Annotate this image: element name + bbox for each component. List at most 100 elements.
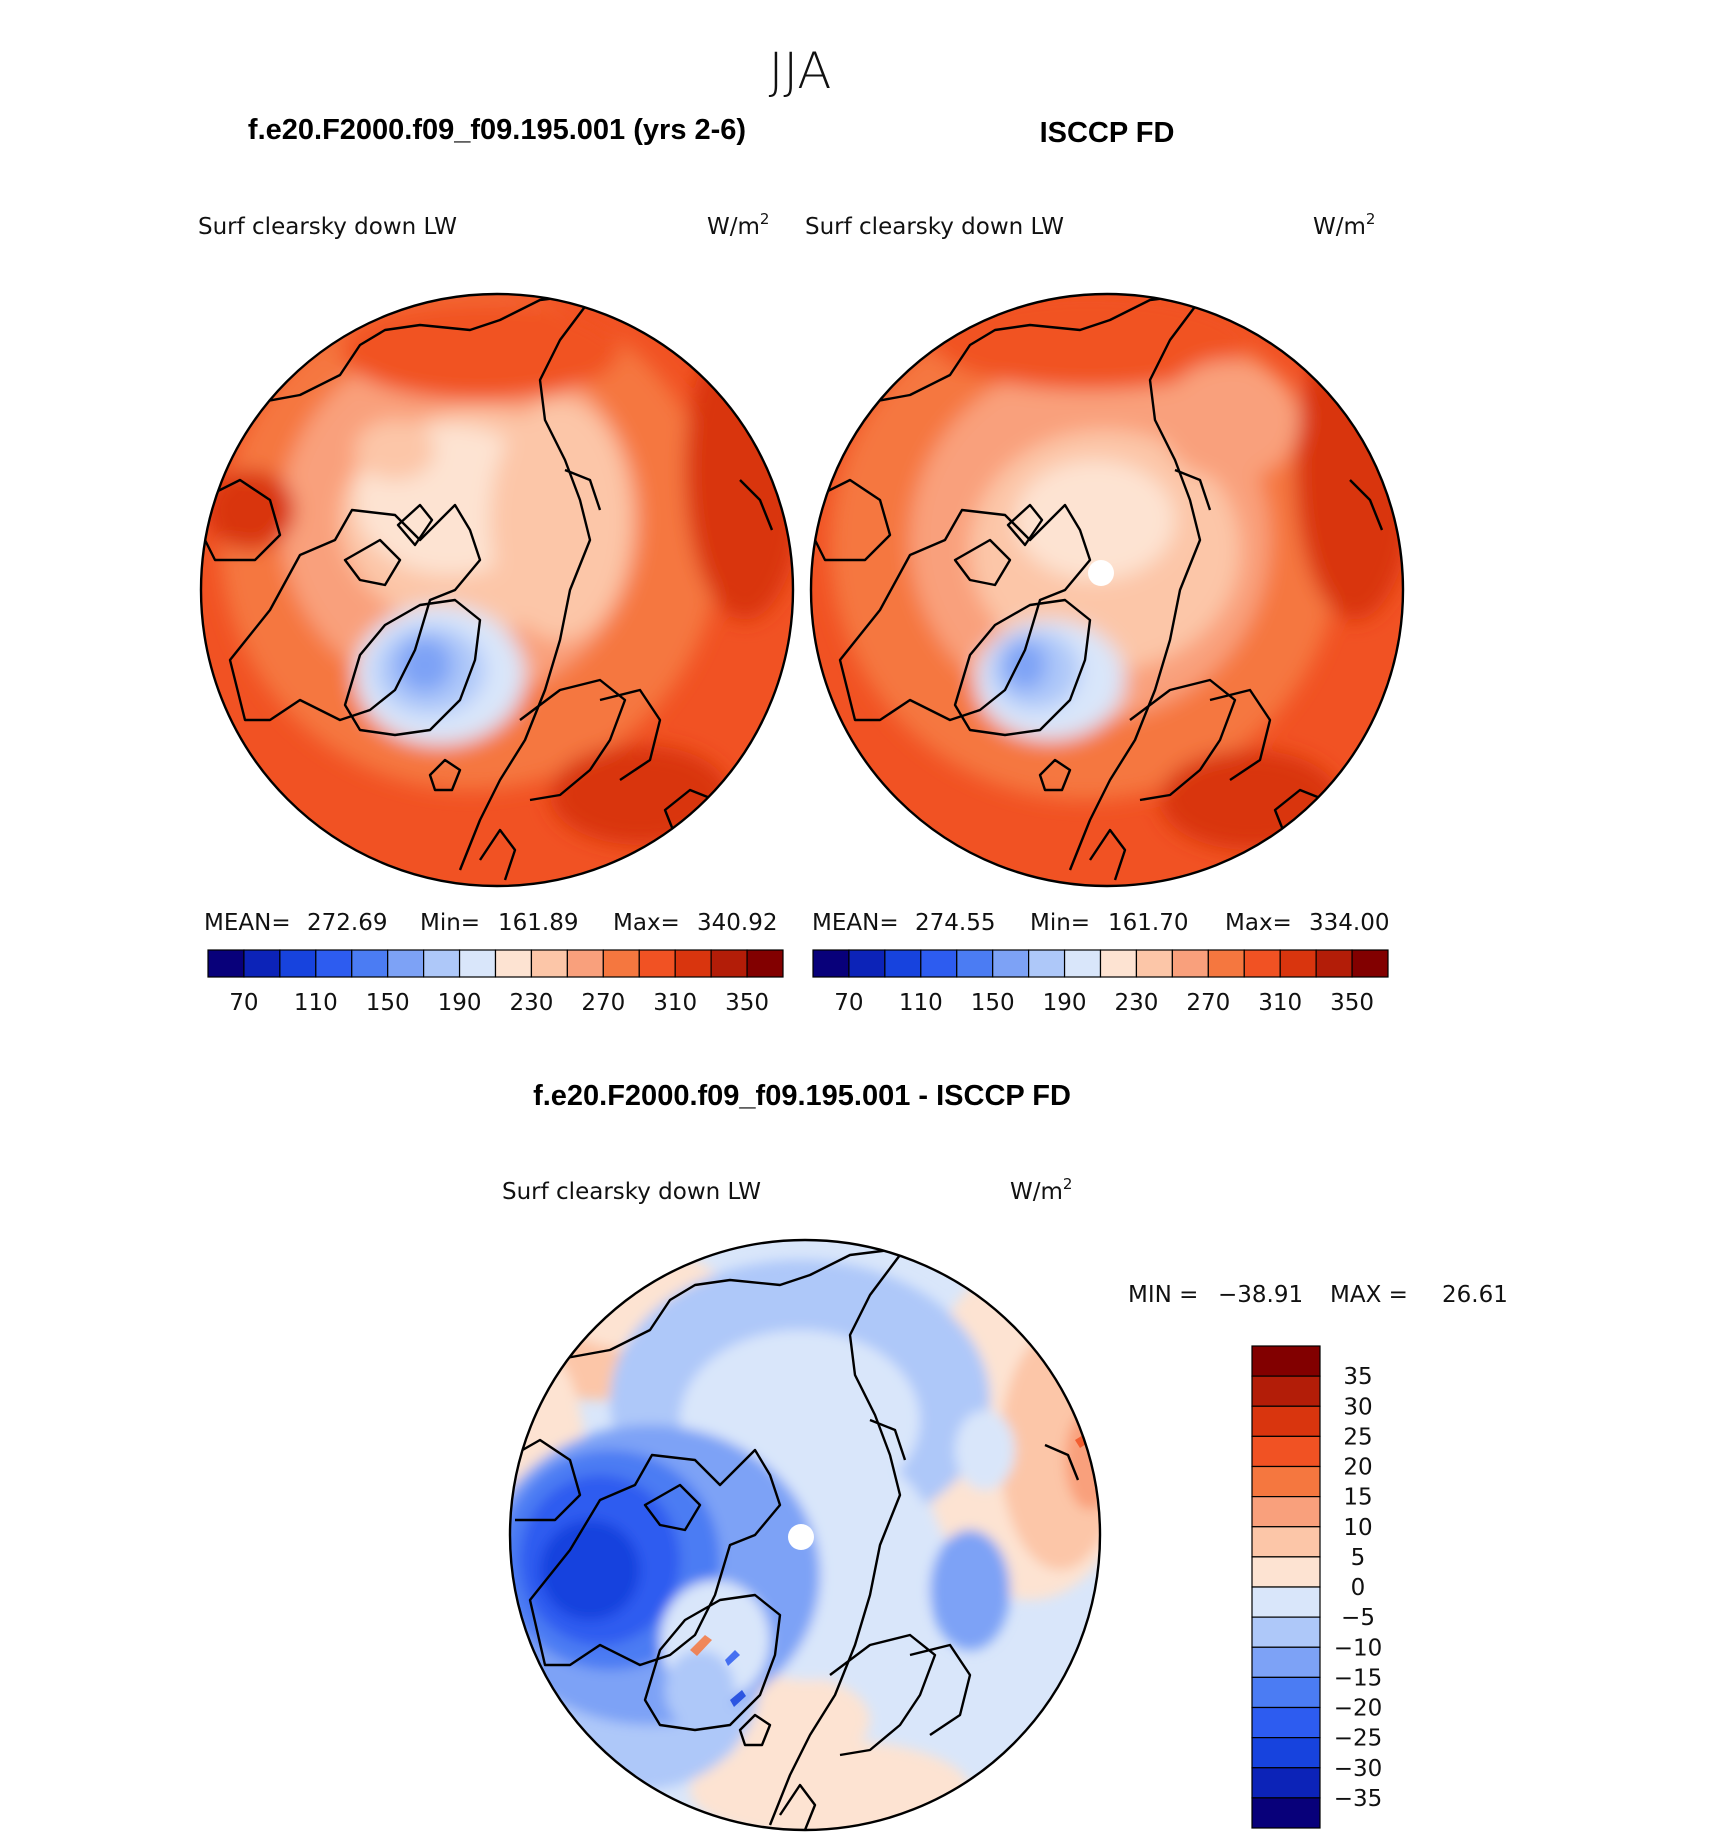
colorbar-swatch [1251, 1556, 1321, 1588]
colorbar-swatch [1251, 1616, 1321, 1648]
diff-variable-label: Surf clearsky down LW [502, 1179, 761, 1205]
colorbar-tick-label: 230 [509, 990, 553, 1016]
obs-min-value: 161.70 [1108, 910, 1188, 936]
colorbar-swatch [746, 949, 784, 978]
colorbar-tick-label: −35 [1334, 1786, 1383, 1812]
colorbar-swatch [566, 949, 604, 978]
colorbar-tick-label: 190 [1043, 990, 1087, 1016]
colorbar-swatch [1251, 1586, 1321, 1618]
colorbar-swatch [920, 949, 958, 978]
colorbar-swatch [207, 949, 245, 978]
colorbar-swatch [1251, 1435, 1321, 1468]
model-mean-value: 272.69 [307, 910, 387, 936]
colorbar-swatch [315, 949, 353, 978]
colorbar-swatch [1135, 949, 1173, 978]
colorbar-swatch [1251, 1646, 1321, 1678]
colorbar-tick-label: 190 [438, 990, 482, 1016]
colorbar-tick-label: 310 [1258, 990, 1302, 1016]
colorbar-tick-label: 0 [1351, 1575, 1366, 1601]
model-min-label: Min= [420, 910, 480, 936]
colorbar-tick-label: 10 [1343, 1515, 1372, 1541]
diff-panel-title: f.e20.F2000.f09_f09.195.001 - ISCCP FD [533, 1080, 1071, 1112]
obs-polar-map [809, 292, 1405, 888]
diff-colorbar: 35 30 25 20 15 10 5 0 −5 −10 −15 −20 −25 −30 −35 [1251, 1345, 1383, 1829]
colorbar-swatch [387, 949, 425, 978]
colorbar-swatch [1028, 949, 1066, 978]
colorbar-tick-label: 350 [1330, 990, 1374, 1016]
colorbar-swatch [1251, 1797, 1321, 1829]
colorbar-swatch [530, 949, 568, 978]
obs-mean-value: 274.55 [915, 910, 995, 936]
obs-min-label: Min= [1030, 910, 1090, 936]
diff-min-value: −38.91 [1218, 1282, 1303, 1308]
colorbar-tick-label: −25 [1334, 1726, 1383, 1752]
colorbar-tick-label: 70 [834, 990, 863, 1016]
colorbar-swatch [1251, 1405, 1321, 1437]
colorbar-swatch [1251, 1465, 1321, 1498]
obs-units-label: W/m2 [1313, 210, 1375, 240]
colorbar-tick-label: 150 [366, 990, 410, 1016]
colorbar-swatch [351, 949, 389, 978]
colorbar-swatch [1099, 949, 1138, 978]
colorbar-swatch [279, 949, 317, 978]
colorbar-tick-label: 230 [1114, 990, 1158, 1016]
colorbar-tick-label: 270 [1186, 990, 1230, 1016]
model-units-label: W/m2 [707, 210, 769, 240]
colorbar-tick-label: 35 [1343, 1364, 1372, 1390]
obs-panel-title: ISCCP FD [1040, 117, 1175, 149]
colorbar-tick-label: 270 [581, 990, 625, 1016]
colorbar-tick-label: 70 [229, 990, 258, 1016]
colorbar-swatch [1251, 1706, 1321, 1739]
colorbar-swatch [812, 949, 850, 978]
colorbar-tick-label: −10 [1334, 1635, 1383, 1661]
colorbar-tick-label: 150 [971, 990, 1015, 1016]
colorbar-swatch [848, 949, 886, 978]
colorbar-swatch [494, 949, 533, 978]
colorbar-tick-label: 25 [1343, 1424, 1372, 1450]
colorbar-swatch [458, 949, 497, 978]
colorbar-swatch [956, 949, 994, 978]
colorbar-swatch [1063, 949, 1102, 978]
obs-max-label: Max= [1225, 910, 1292, 936]
colorbar-swatch [243, 949, 281, 978]
colorbar-swatch [710, 949, 748, 978]
colorbar-tick-label: 15 [1343, 1485, 1372, 1511]
colorbar-tick-label: 350 [725, 990, 769, 1016]
diff-min-label: MIN = [1128, 1282, 1198, 1308]
diff-max-value: 26.61 [1442, 1282, 1508, 1308]
colorbar-tick-label: 5 [1351, 1545, 1366, 1571]
obs-stats: MEAN= 274.55 Min= 161.70 Max= 334.00 [812, 910, 1389, 936]
model-mean-label: MEAN= [204, 910, 291, 936]
model-min-value: 161.89 [498, 910, 578, 936]
colorbar-swatch [884, 949, 922, 978]
colorbar-swatch [1251, 1496, 1321, 1528]
model-max-label: Max= [613, 910, 680, 936]
colorbar-swatch [674, 949, 712, 978]
colorbar-tick-label: 310 [653, 990, 697, 1016]
colorbar-swatch [423, 949, 461, 978]
colorbar-swatch [602, 949, 640, 978]
obs-mean-label: MEAN= [812, 910, 899, 936]
obs-colorbar: 70 110 150 190 230 270 310 350 [812, 949, 1389, 1016]
colorbar-tick-label: 110 [294, 990, 338, 1016]
model-polar-map [199, 292, 795, 888]
colorbar-swatch [1207, 949, 1245, 978]
figure-title: JJA [769, 42, 832, 100]
diff-stats: MIN = −38.91 MAX = 26.61 [1128, 1282, 1508, 1308]
colorbar-swatch [1243, 949, 1281, 978]
colorbar-swatch [992, 949, 1030, 978]
colorbar-tick-label: 30 [1343, 1394, 1372, 1420]
diff-max-label: MAX = [1330, 1282, 1408, 1308]
colorbar-swatch [1251, 1526, 1321, 1558]
model-colorbar: 70 110 150 190 230 270 310 350 [207, 949, 784, 1016]
colorbar-swatch [1279, 949, 1317, 978]
colorbar-swatch [1251, 1767, 1321, 1799]
colorbar-tick-label: −15 [1334, 1665, 1383, 1691]
colorbar-tick-label: −5 [1341, 1605, 1375, 1631]
diff-polar-map [508, 1238, 1102, 1832]
colorbar-swatch [1171, 949, 1209, 978]
colorbar-tick-label: −20 [1334, 1696, 1383, 1722]
colorbar-tick-label: 110 [899, 990, 943, 1016]
diff-units-label: W/m2 [1010, 1175, 1072, 1205]
